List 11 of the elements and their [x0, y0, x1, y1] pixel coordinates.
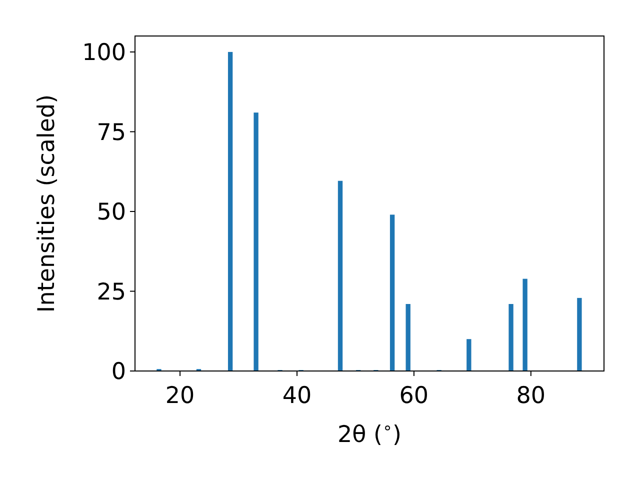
x-tick-label: 20	[165, 383, 195, 409]
y-tick-label: 25	[96, 279, 126, 306]
x-tick-label: 40	[282, 383, 312, 409]
y-tick-label: 100	[82, 40, 126, 66]
y-axis-title: Intensities (scaled)	[34, 94, 60, 313]
x-tick-label: 60	[399, 383, 429, 409]
y-tick-label: 50	[96, 200, 126, 226]
x-axis-title: 2θ ($^{∘}$)	[337, 418, 402, 448]
y-tick-label: 75	[96, 120, 126, 146]
x-tick-label: 80	[516, 383, 546, 409]
y-tick-label: 0	[111, 359, 126, 386]
